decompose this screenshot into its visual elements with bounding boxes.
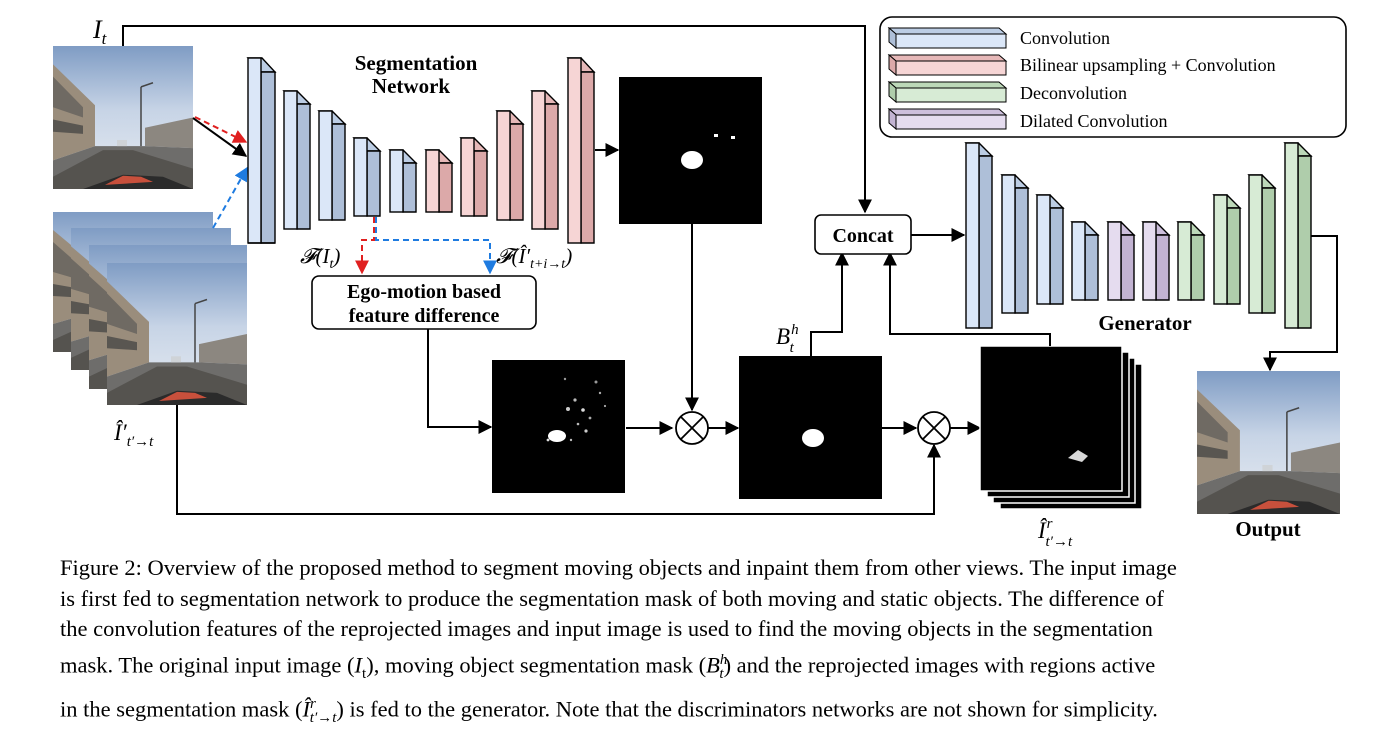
legend-swatch-dilated [887,107,1008,131]
masked-reprojected-label: Îr t′→t [1037,516,1073,550]
ego-to-diff-arrow [427,329,493,434]
legend-swatch-deconvolution [887,80,1008,104]
skip-to-concat [122,25,872,214]
segmentation-mask [619,77,762,224]
gen-layer-conv-4 [1070,221,1100,301]
reprojected-image-stack [53,212,247,405]
segmentation-title: Segmentation [355,51,478,75]
method-overview-diagram: It Î′t′→t Segmentation Network 𝓕(It) 𝓕( [53,15,1347,550]
legend-label-bilinear: Bilinear upsampling + Convolution [1020,55,1276,75]
feature-label-right: 𝓕(Î′t+i→t) [496,244,572,272]
feature-arrows [355,217,497,275]
gen-layer-deconv-4 [1283,142,1313,329]
svg-text:Ego-motion based: Ego-motion based [347,281,501,303]
caption-line-4: mask. The original input image (It), mov… [60,651,1156,682]
ego-motion-box: Ego-motion based feature difference [311,275,537,330]
gen-layer-deconv-3 [1247,174,1277,314]
masked-reprojected-stack [979,345,1143,510]
gen-layer-deconv-1 [1176,221,1206,301]
generator-network [964,142,1313,329]
bh-label: Bh t [776,322,799,356]
reproj-to-mult2-arrow [176,405,941,515]
segmentation-title-line2: Network [372,74,450,98]
gen-layer-dilated-2 [1141,221,1171,301]
moving-object-mask-bh [739,356,882,499]
figure-caption: Figure 2: Overview of the proposed metho… [60,553,1350,734]
caption-line-5: in the segmentation mask (Îrt′→t) is fed… [60,696,1158,727]
svg-text:feature difference: feature difference [349,305,500,327]
generator-title: Generator [1098,311,1191,335]
seg-layer-upconv-4 [530,90,560,230]
seg-layer-upconv-2 [459,137,489,217]
legend-swatch-bilinear [887,53,1008,77]
output-image [1197,371,1340,514]
legend-label-deconvolution: Deconvolution [1020,83,1127,103]
seg-layer-conv-2 [282,90,312,230]
multiply-node-1 [675,411,709,445]
gen-layer-deconv-2 [1212,194,1242,305]
seg-layer-conv-4 [352,137,382,217]
output-label: Output [1235,517,1300,541]
reprojected-label: Î′t′→t [113,420,154,450]
multiply-node-2 [917,411,951,445]
seg-layer-upconv-5 [566,57,596,244]
caption-line-1: Figure 2: Overview of the proposed metho… [60,555,1177,580]
legend-label-dilated: Dilated Convolution [1020,111,1168,131]
gen-layer-conv-2 [1000,174,1030,314]
gen-layer-dilated-1 [1106,221,1136,301]
svg-text:Concat: Concat [832,225,893,247]
seg-layer-upconv-3 [495,110,525,221]
bh-to-concat-arrow [810,251,849,356]
feature-label-left: 𝓕(It) [300,244,340,272]
caption-line-3: the convolution features of the reprojec… [60,616,1153,642]
concat-box: Concat [814,214,912,255]
input-label: It [92,15,108,48]
segmentation-network [246,57,596,244]
masked-to-concat-arrow [883,251,1051,346]
generator-to-output-arrow [1263,235,1338,372]
legend-swatch-convolution [887,26,1008,50]
feature-difference-map [492,360,625,493]
legend-label-convolution: Convolution [1020,28,1110,48]
seg-layer-upconv-1 [424,149,454,213]
input-image-it [53,46,193,189]
gen-layer-conv-3 [1035,194,1065,305]
seg-layer-conv-3 [317,110,347,221]
input-arrows [192,116,248,229]
seg-layer-conv-1 [246,57,277,244]
caption-line-2: is first fed to segmentation network to … [60,585,1164,611]
gen-layer-conv-1 [964,142,994,329]
legend: Convolution Bilinear upsampling + Convol… [879,16,1347,138]
seg-layer-conv-5 [388,149,418,213]
